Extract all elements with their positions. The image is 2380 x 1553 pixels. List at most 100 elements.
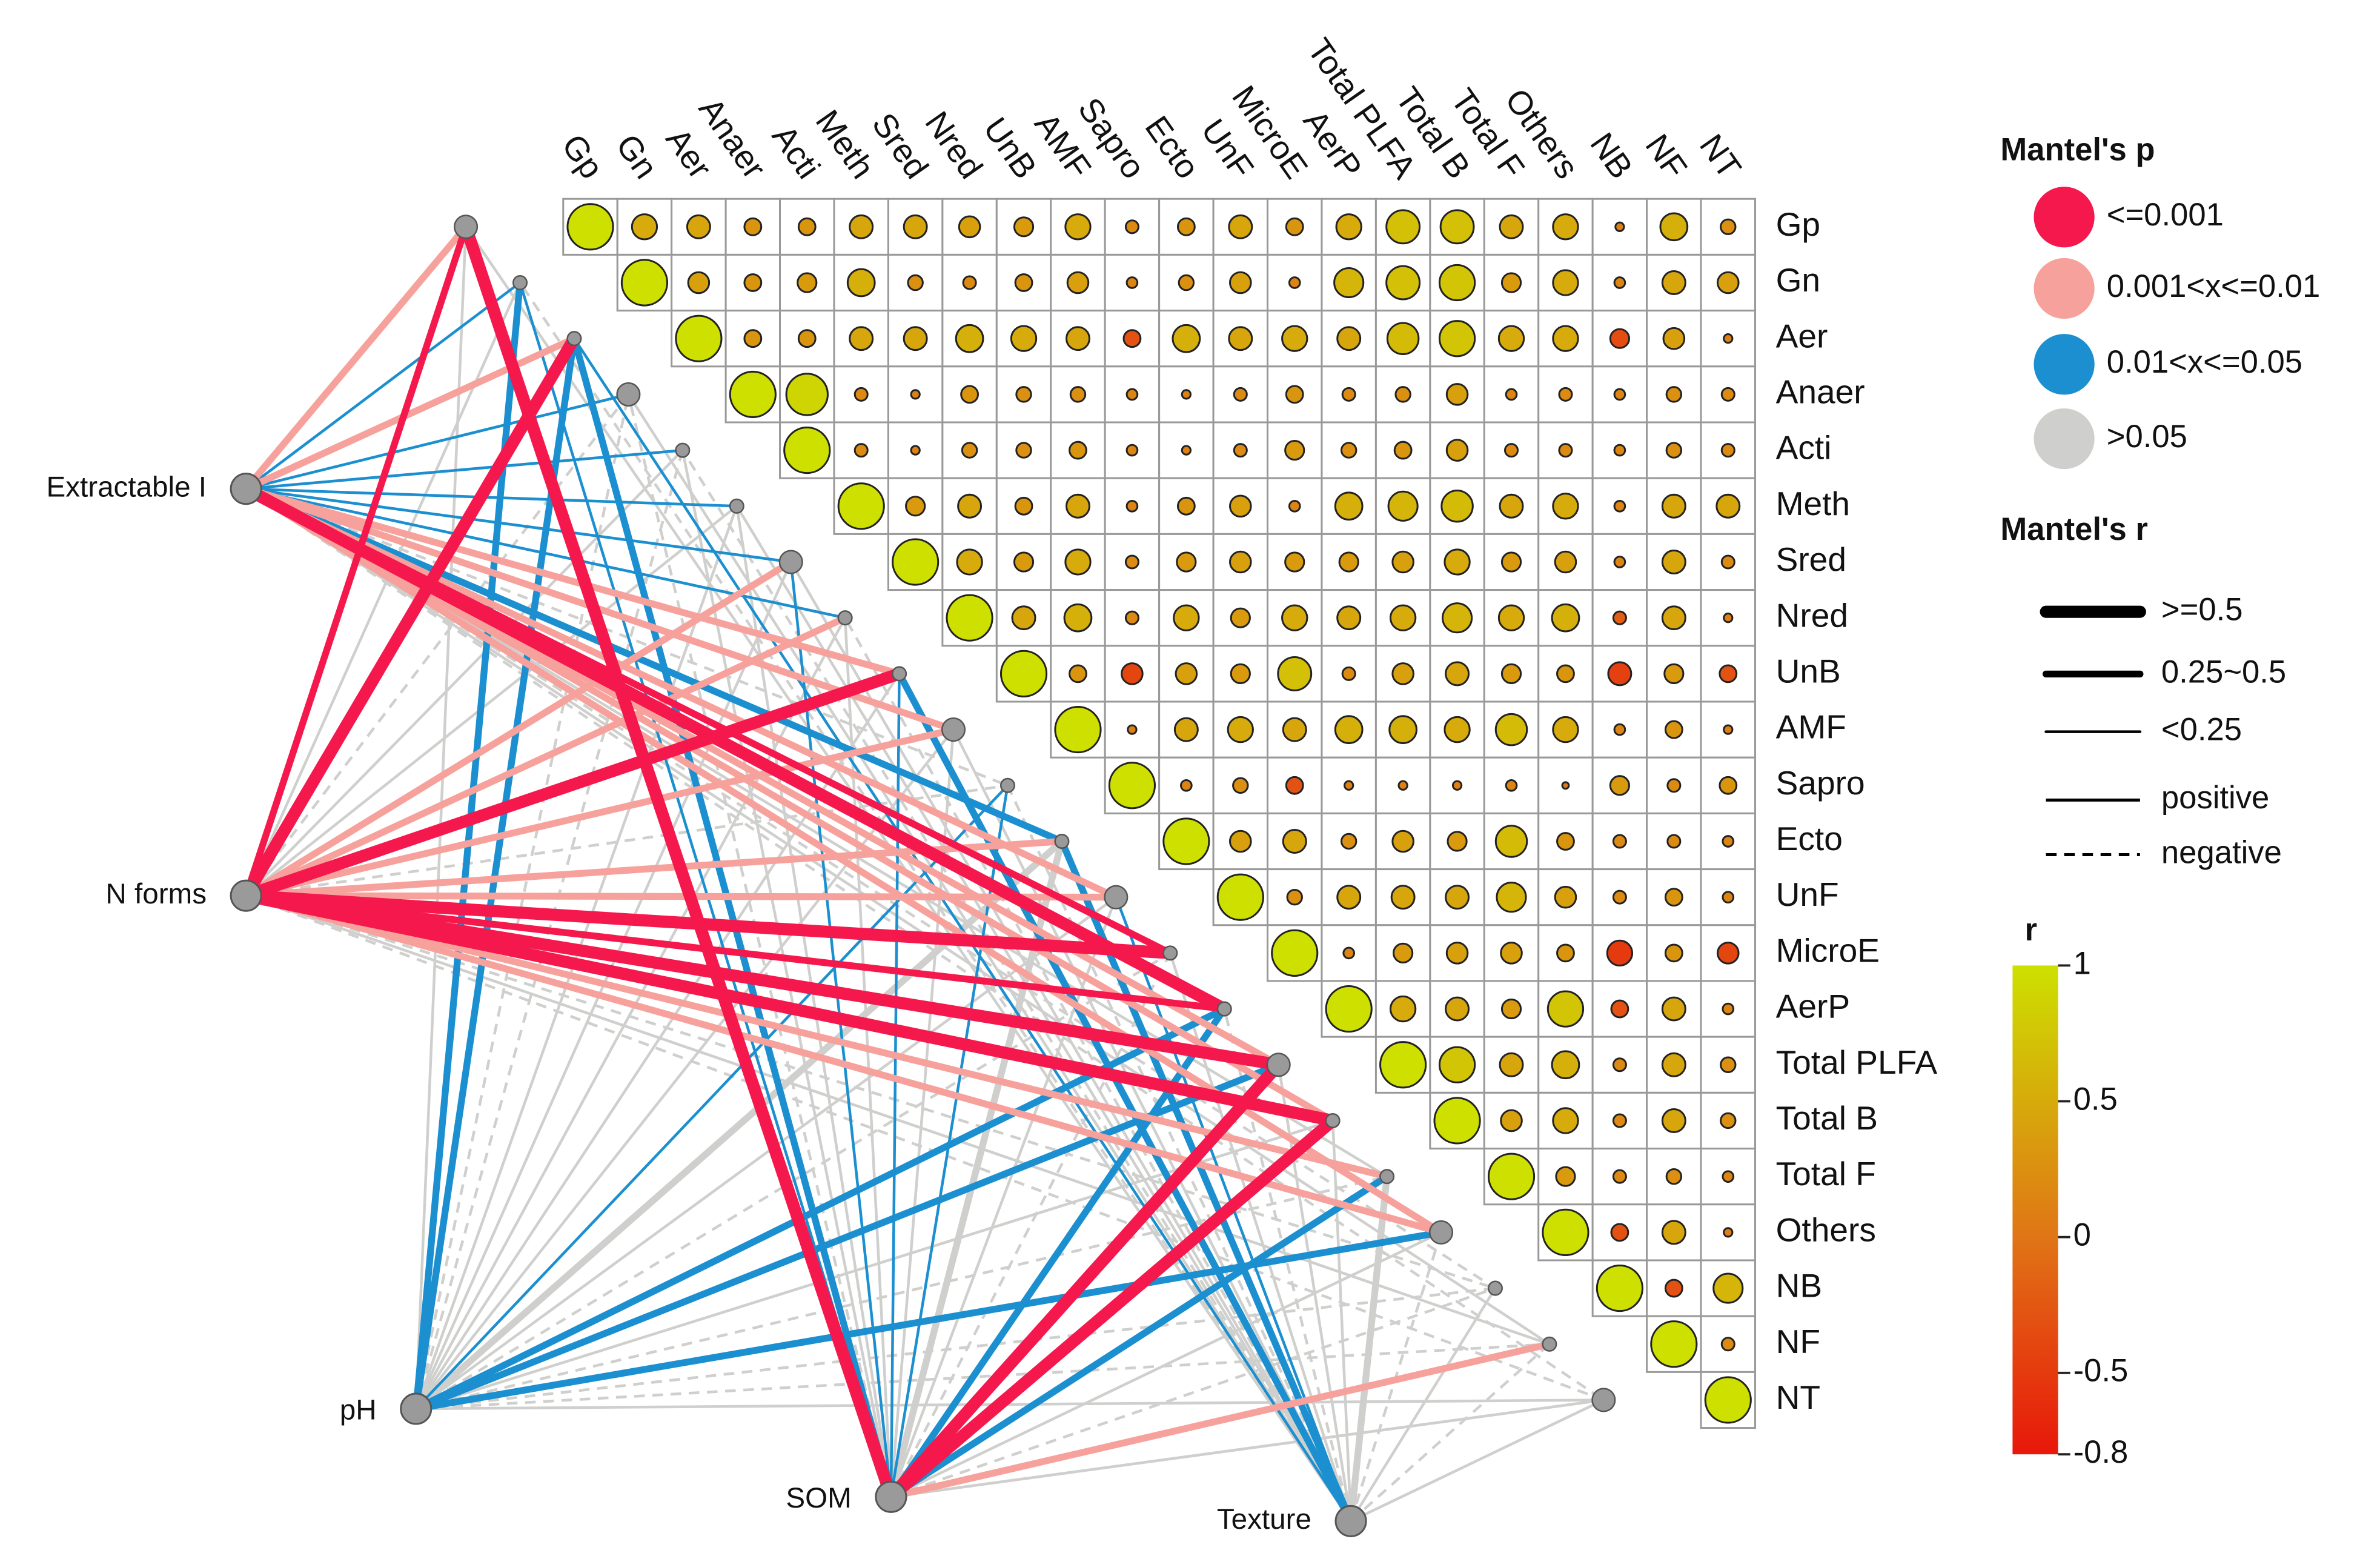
mantel-link bbox=[413, 338, 578, 1409]
corr-circle bbox=[1015, 442, 1032, 459]
corr-circle bbox=[743, 329, 763, 348]
column-label: Gn bbox=[609, 127, 665, 185]
corr-circle bbox=[1661, 1052, 1686, 1077]
corr-circle bbox=[1229, 494, 1252, 518]
corr-circle bbox=[1561, 781, 1570, 790]
corr-circle bbox=[1661, 550, 1686, 574]
corr-circle bbox=[1609, 328, 1630, 349]
legend-label: >=0.5 bbox=[2161, 592, 2243, 628]
env-label: Texture bbox=[1217, 1503, 1311, 1535]
corr-circle bbox=[1555, 1166, 1576, 1187]
corr-circle bbox=[1609, 775, 1630, 796]
column-label: Ecto bbox=[1138, 109, 1207, 185]
variable-node bbox=[1379, 1169, 1395, 1185]
variable-node bbox=[1104, 885, 1129, 910]
corr-circle bbox=[1228, 214, 1253, 239]
corr-circle bbox=[1284, 439, 1305, 461]
variable-node bbox=[778, 550, 803, 574]
row-label: NT bbox=[1776, 1378, 1820, 1416]
env-label: SOM bbox=[786, 1482, 851, 1514]
mantel-link bbox=[952, 729, 1353, 1522]
env-label: N forms bbox=[105, 878, 207, 910]
mantel-link bbox=[244, 668, 901, 902]
legend-label: positive bbox=[2161, 780, 2269, 816]
mantel-link bbox=[245, 892, 1225, 1013]
variable-node bbox=[566, 331, 582, 347]
corr-circle bbox=[1277, 656, 1313, 691]
mantel-link bbox=[890, 1340, 1551, 1500]
mantel-link bbox=[887, 1116, 1337, 1501]
mantel-link bbox=[1350, 1398, 1605, 1523]
corr-circle bbox=[1546, 990, 1585, 1028]
corr-circle bbox=[620, 259, 669, 307]
mantel-link bbox=[681, 449, 1352, 1522]
colorbar-tick-label: 0 bbox=[2073, 1217, 2091, 1252]
corr-circle bbox=[854, 387, 869, 402]
corr-circle bbox=[1389, 995, 1417, 1023]
mantel-link bbox=[889, 896, 1118, 1498]
corr-circle bbox=[1723, 1227, 1734, 1238]
corr-circle bbox=[1010, 325, 1038, 352]
corr-circle bbox=[1335, 213, 1362, 241]
corr-circle bbox=[1720, 1056, 1737, 1073]
legend-label: negative bbox=[2161, 834, 2282, 870]
row-label: Others bbox=[1776, 1211, 1876, 1248]
mantel-link bbox=[735, 505, 1352, 1522]
corr-circle bbox=[905, 496, 926, 517]
corr-circle bbox=[1505, 388, 1518, 401]
corr-circle bbox=[1285, 776, 1304, 795]
mantel-link bbox=[245, 487, 1009, 787]
mantel-link bbox=[1331, 1120, 1353, 1521]
corr-circle bbox=[1386, 322, 1420, 355]
corr-circle bbox=[1661, 270, 1686, 295]
mantel-link bbox=[245, 892, 1388, 1180]
corr-circle bbox=[956, 548, 983, 576]
corr-circle bbox=[946, 594, 993, 642]
corr-circle bbox=[1388, 715, 1417, 744]
corr-circle bbox=[1499, 493, 1524, 519]
mantel-link bbox=[246, 487, 737, 508]
mantel-link bbox=[245, 894, 1550, 1346]
row-label: Ecto bbox=[1776, 820, 1843, 857]
corr-circle bbox=[1230, 607, 1251, 628]
corr-circle bbox=[1556, 832, 1575, 851]
corr-circle bbox=[1385, 209, 1421, 245]
legend-label: <=0.001 bbox=[2107, 197, 2224, 233]
corr-circle bbox=[1494, 713, 1528, 747]
corr-circle bbox=[1712, 1272, 1744, 1304]
mantel-link bbox=[886, 1060, 1284, 1501]
row-label: Aer bbox=[1776, 317, 1828, 354]
corr-circle bbox=[1334, 715, 1364, 744]
env-label: pH bbox=[340, 1394, 377, 1426]
corr-circle bbox=[1066, 271, 1090, 294]
variable-node bbox=[512, 274, 528, 291]
corr-circle bbox=[1552, 716, 1579, 743]
corr-circle bbox=[1500, 942, 1523, 965]
corr-circle bbox=[1394, 386, 1411, 403]
corr-circle bbox=[1451, 780, 1463, 791]
corr-circle bbox=[1124, 610, 1139, 625]
row-label: AMF bbox=[1776, 708, 1846, 746]
corr-circle bbox=[1552, 1107, 1579, 1134]
correlation-matrix: GpGpGnGnAerAerAnaerAnaerActiActiMethMeth… bbox=[555, 32, 1937, 1429]
corr-circle bbox=[1122, 329, 1142, 348]
corr-circle bbox=[1288, 276, 1301, 289]
corr-circle bbox=[743, 273, 763, 292]
corr-circle bbox=[1723, 333, 1734, 344]
corr-circle bbox=[1108, 762, 1156, 810]
corr-circle bbox=[1612, 1169, 1627, 1184]
corr-circle bbox=[1233, 443, 1248, 458]
mantel-link bbox=[240, 335, 580, 899]
corr-circle bbox=[1661, 605, 1686, 631]
corr-circle bbox=[1176, 496, 1196, 516]
colorbar-title: r bbox=[2024, 912, 2037, 948]
mantel-link bbox=[245, 894, 1605, 1402]
corr-circle bbox=[1500, 663, 1522, 684]
corr-circle bbox=[1282, 717, 1307, 742]
corr-circle bbox=[1173, 604, 1200, 631]
column-label: Gp bbox=[555, 127, 611, 185]
corr-circle bbox=[1665, 1168, 1683, 1185]
corr-circle bbox=[1444, 716, 1471, 743]
corr-circle bbox=[1054, 706, 1102, 754]
